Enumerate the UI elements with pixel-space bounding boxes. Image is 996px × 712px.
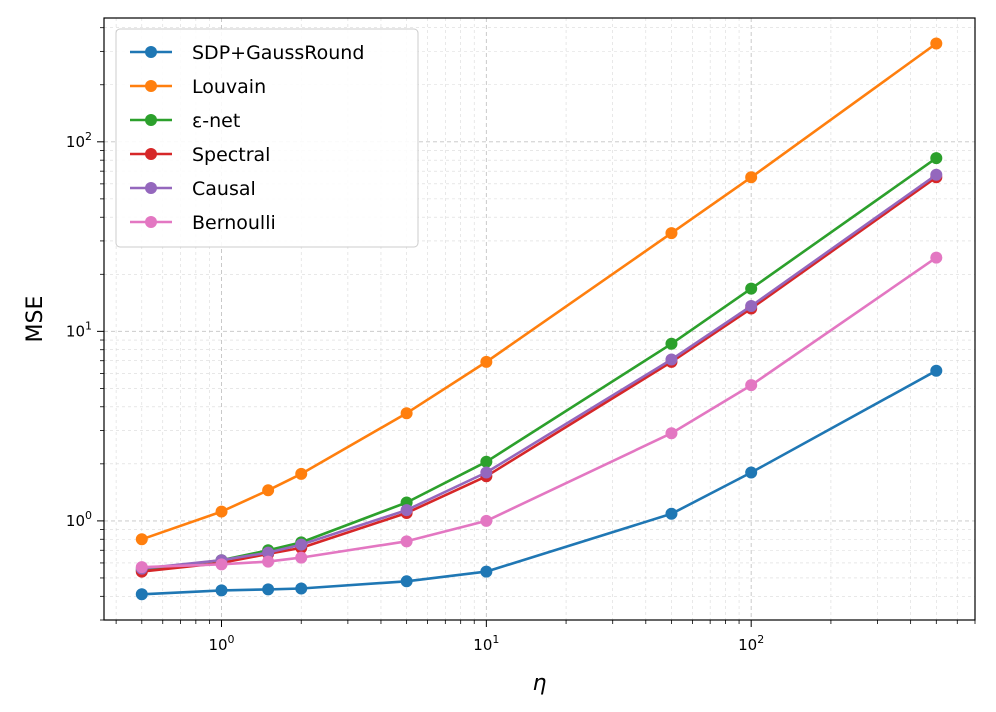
legend-marker [145, 46, 157, 58]
data-point [480, 514, 493, 527]
legend-box [115, 28, 419, 248]
data-point [400, 407, 413, 420]
data-point [295, 467, 308, 480]
data-point [262, 583, 275, 596]
axis-ticks: 100 101 102 100 101 102 [66, 27, 976, 654]
plot-frame [103, 17, 976, 621]
data-point [480, 466, 493, 479]
data-point [665, 337, 678, 350]
data-point [745, 379, 758, 392]
legend-entry-label: Bernoulli [192, 212, 276, 234]
data-point [480, 455, 493, 468]
series-group [135, 364, 943, 601]
data-point [400, 535, 413, 548]
y-tick-label: 101 [66, 319, 92, 340]
y-axis-label: MSE [23, 296, 48, 343]
x-tick-label: 102 [738, 633, 764, 654]
y-tick-label: 102 [66, 130, 92, 151]
data-point [930, 168, 943, 181]
data-point [665, 427, 678, 440]
data-point [930, 152, 943, 165]
data-point [135, 588, 148, 601]
data-point [262, 484, 275, 497]
data-point [745, 171, 758, 184]
data-point [930, 37, 943, 50]
data-point [295, 582, 308, 595]
legend-entry-label: Causal [192, 178, 256, 200]
data-point [665, 507, 678, 520]
x-tick-label: 101 [473, 633, 499, 654]
legend-entry-label: ε-net [192, 110, 240, 132]
series-layer [135, 37, 943, 601]
data-point [262, 555, 275, 568]
legend-marker [145, 148, 157, 160]
data-point [745, 466, 758, 479]
data-point [745, 282, 758, 295]
y-tick-label: 100 [66, 509, 92, 530]
series-group [135, 251, 943, 574]
data-point [400, 575, 413, 588]
x-tick-label: 100 [208, 633, 234, 654]
data-point [665, 227, 678, 240]
legend-marker [145, 216, 157, 228]
data-point [480, 565, 493, 578]
data-point [135, 561, 148, 574]
data-point [930, 364, 943, 377]
data-point [480, 355, 493, 368]
legend-marker [145, 80, 157, 92]
data-point [215, 558, 228, 571]
x-axis-label: η [533, 671, 547, 696]
legend-marker [145, 182, 157, 194]
data-point [930, 251, 943, 264]
data-point [665, 353, 678, 366]
data-point [745, 300, 758, 313]
data-point [215, 584, 228, 597]
legend: SDP+GaussRound Louvain ε-net Spectral Causal… [115, 28, 419, 248]
data-point [295, 551, 308, 564]
legend-marker [145, 114, 157, 126]
series-group [135, 37, 943, 546]
legend-entry-label: Spectral [192, 144, 270, 166]
data-point [295, 538, 308, 551]
data-point [215, 505, 228, 518]
data-point [135, 533, 148, 546]
legend-entry-label: SDP+GaussRound [192, 42, 364, 64]
legend-entry-label: Louvain [192, 76, 266, 98]
data-point [400, 504, 413, 517]
data-point [262, 546, 275, 559]
